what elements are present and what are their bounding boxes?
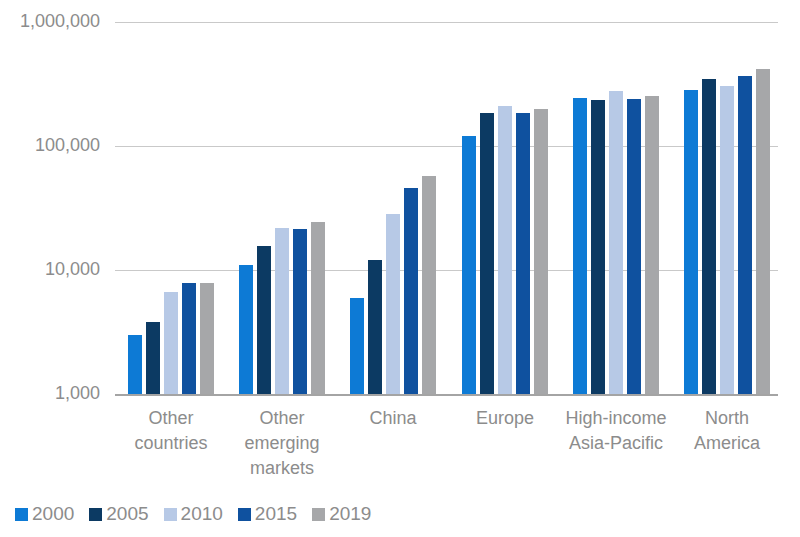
bar-2015-other-countries [182, 283, 196, 394]
legend-label: 2010 [181, 503, 223, 525]
y-tick-label: 10,000 [0, 259, 100, 280]
bar-2015-high-income-asia-pacific [627, 99, 641, 394]
gridline-1-000-000 [115, 22, 778, 23]
legend-swatch-icon [238, 508, 251, 521]
bar-2019-other-countries [200, 283, 214, 394]
bar-2015-china [404, 188, 418, 394]
bar-2015-europe [516, 113, 530, 394]
bar-2000-high-income-asia-pacific [573, 98, 587, 394]
bar-2000-other-emerging-markets [239, 265, 253, 394]
bar-2005-other-countries [146, 322, 160, 394]
bar-2019-north-america [756, 69, 770, 394]
x-category-label-high-income-asia-pacific: High-income Asia-Pacific [560, 406, 672, 456]
bar-2019-europe [534, 109, 548, 394]
bar-2010-china [386, 214, 400, 394]
legend-label: 2019 [329, 503, 371, 525]
x-category-label-other-emerging-markets: Other emerging markets [226, 406, 338, 481]
gridline-100-000 [115, 146, 778, 147]
gridline-10-000 [115, 270, 778, 271]
bar-2005-europe [480, 113, 494, 394]
legend-entry-2010: 2010 [164, 503, 223, 525]
bar-2019-china [422, 176, 436, 394]
gridline-1-000 [115, 394, 778, 396]
bar-2019-high-income-asia-pacific [645, 96, 659, 394]
x-category-label-other-countries: Other countries [115, 406, 227, 456]
legend-swatch-icon [164, 508, 177, 521]
bar-2015-other-emerging-markets [293, 229, 307, 394]
bar-2010-other-emerging-markets [275, 228, 289, 394]
bar-2000-china [350, 298, 364, 394]
bar-2000-europe [462, 136, 476, 394]
bar-2019-other-emerging-markets [311, 222, 325, 394]
bar-2005-high-income-asia-pacific [591, 100, 605, 394]
legend-label: 2005 [106, 503, 148, 525]
bar-2005-north-america [702, 79, 716, 394]
legend: 2000 2005 2010 2015 2019 [15, 503, 386, 525]
y-tick-label: 100,000 [0, 135, 100, 156]
bar-2000-north-america [684, 90, 698, 394]
legend-entry-2005: 2005 [89, 503, 148, 525]
legend-entry-2015: 2015 [238, 503, 297, 525]
bar-chart: 1,000,000 100,000 10,000 1,000 Other countr… [0, 0, 800, 537]
legend-entry-2000: 2000 [15, 503, 74, 525]
x-category-label-china: China [337, 406, 449, 431]
legend-swatch-icon [89, 508, 102, 521]
bar-2015-north-america [738, 76, 752, 394]
y-tick-label: 1,000,000 [0, 11, 100, 32]
legend-swatch-icon [312, 508, 325, 521]
bar-2000-other-countries [128, 335, 142, 394]
bar-2010-other-countries [164, 292, 178, 394]
x-category-label-europe: Europe [449, 406, 561, 431]
legend-swatch-icon [15, 508, 28, 521]
legend-entry-2019: 2019 [312, 503, 371, 525]
x-category-label-north-america: North America [671, 406, 783, 456]
bar-2010-north-america [720, 86, 734, 394]
legend-label: 2015 [255, 503, 297, 525]
bar-2010-high-income-asia-pacific [609, 91, 623, 394]
y-tick-label: 1,000 [0, 383, 100, 404]
bar-2005-other-emerging-markets [257, 246, 271, 394]
bar-2005-china [368, 260, 382, 394]
legend-label: 2000 [32, 503, 74, 525]
bar-2010-europe [498, 106, 512, 394]
